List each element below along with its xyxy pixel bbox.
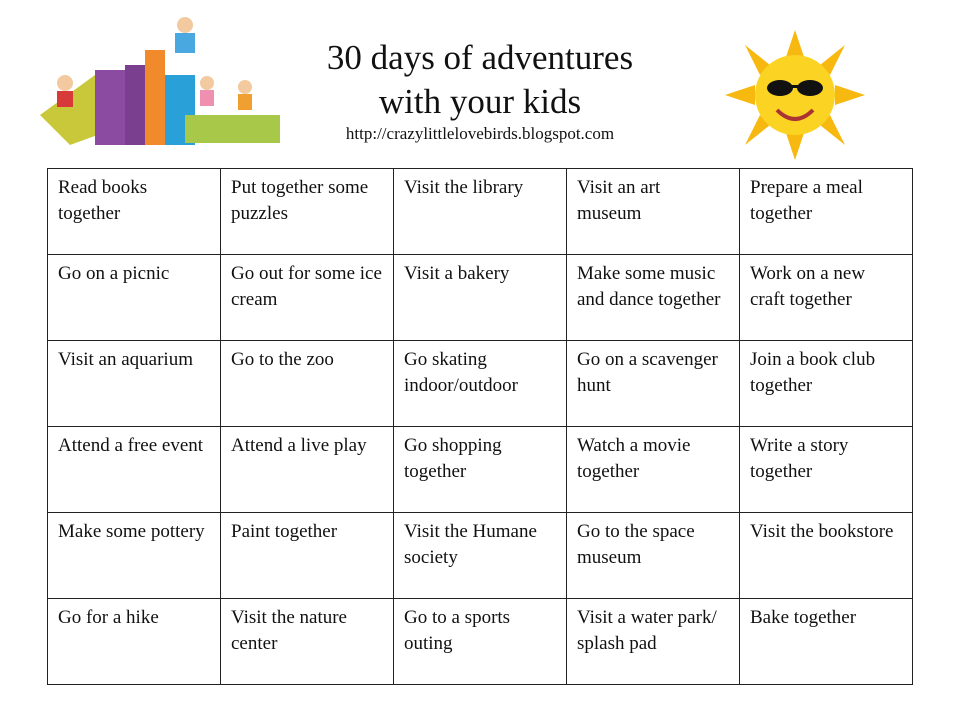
sun-with-sunglasses-illustration bbox=[725, 30, 865, 160]
activity-cell: Make some music and dance together bbox=[566, 254, 740, 341]
activity-cell: Go shopping together bbox=[393, 426, 567, 513]
books-and-kids-illustration bbox=[40, 17, 280, 145]
table-row: Read books together Put together some puz… bbox=[47, 168, 913, 255]
activity-cell: Work on a new craft together bbox=[739, 254, 913, 341]
title-line-2: with your kids bbox=[378, 82, 582, 121]
table-row: Make some pottery Paint together Visit the… bbox=[47, 512, 913, 599]
activity-cell: Go skating indoor/outdoor bbox=[393, 340, 567, 427]
table-row: Attend a free event Attend a live play Go … bbox=[47, 426, 913, 513]
activity-cell: Visit the bookstore bbox=[739, 512, 913, 599]
blog-url: http://crazylittlelovebirds.blogspot.com bbox=[345, 124, 615, 143]
activity-cell: Go to the space museum bbox=[566, 512, 740, 599]
activity-cell: Visit a water park/ splash pad bbox=[566, 598, 740, 685]
activities-table: Read books together Put together some puz… bbox=[47, 168, 913, 685]
activity-cell: Go on a picnic bbox=[47, 254, 221, 341]
activity-cell: Visit a bakery bbox=[393, 254, 567, 341]
activity-cell: Visit an art museum bbox=[566, 168, 740, 255]
title-line-1: 30 days of adventures bbox=[326, 38, 634, 77]
activity-cell: Go for a hike bbox=[47, 598, 221, 685]
activity-cell: Go to a sports outing bbox=[393, 598, 567, 685]
activity-cell: Visit the Humane society bbox=[393, 512, 567, 599]
activity-cell: Attend a free event bbox=[47, 426, 221, 513]
activity-cell: Join a book club together bbox=[739, 340, 913, 427]
activity-cell: Attend a live play bbox=[220, 426, 394, 513]
activity-cell: Read books together bbox=[47, 168, 221, 255]
activity-cell: Visit the nature center bbox=[220, 598, 394, 685]
table-row: Visit an aquarium Go to the zoo Go skating… bbox=[47, 340, 913, 427]
activity-cell: Watch a movie together bbox=[566, 426, 740, 513]
activity-cell: Go on a scavenger hunt bbox=[566, 340, 740, 427]
activity-cell: Visit the library bbox=[393, 168, 567, 255]
page-title: 30 days of adventures with your kids bbox=[230, 36, 730, 124]
activity-cell: Make some pottery bbox=[47, 512, 221, 599]
table-row: Go on a picnic Go out for some ice cream V… bbox=[47, 254, 913, 341]
table-row: Go for a hike Visit the nature center Go t… bbox=[47, 598, 913, 685]
activity-cell: Put together some puzzles bbox=[220, 168, 394, 255]
activity-cell: Prepare a meal together bbox=[739, 168, 913, 255]
activity-cell: Go out for some ice cream bbox=[220, 254, 394, 341]
activity-cell: Bake together bbox=[739, 598, 913, 685]
activity-cell: Visit an aquarium bbox=[47, 340, 221, 427]
activity-cell: Write a story together bbox=[739, 426, 913, 513]
activity-cell: Paint together bbox=[220, 512, 394, 599]
activity-cell: Go to the zoo bbox=[220, 340, 394, 427]
